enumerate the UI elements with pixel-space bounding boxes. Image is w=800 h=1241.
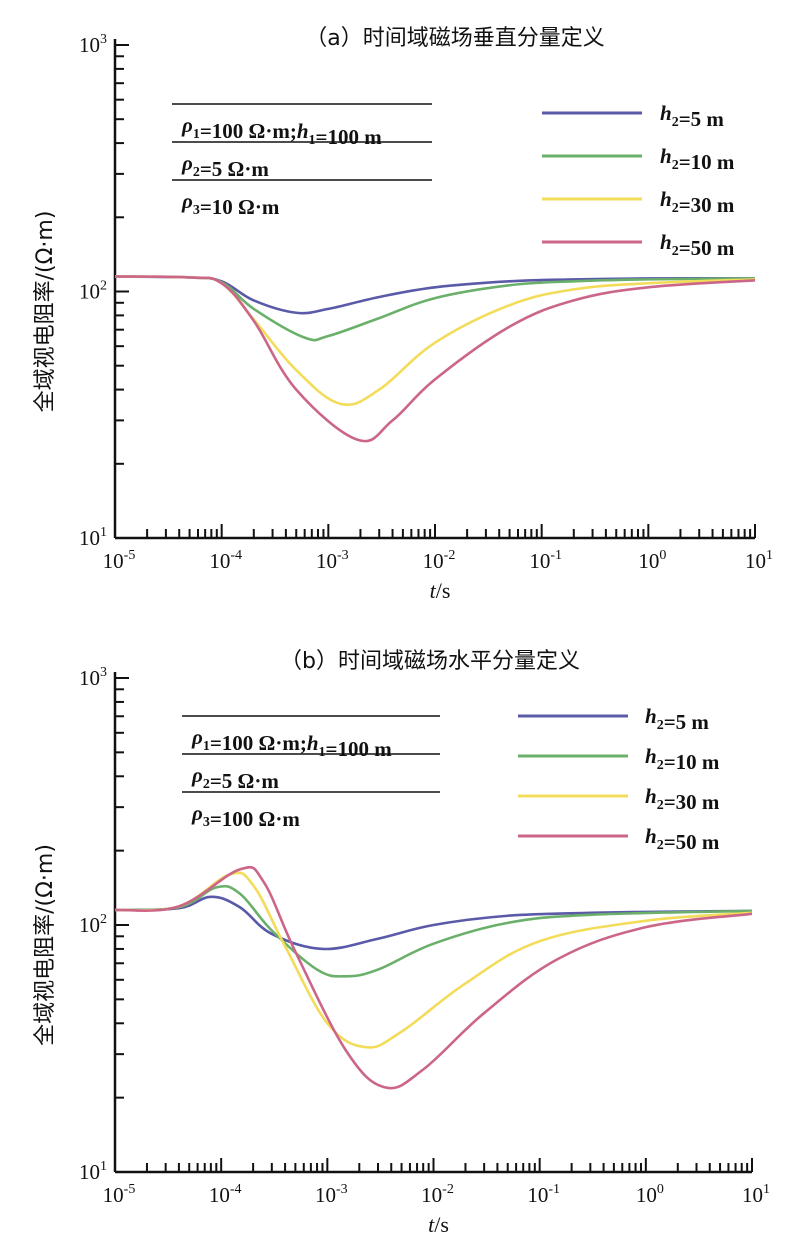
series-line bbox=[114, 884, 753, 978]
series-line bbox=[114, 865, 753, 1090]
y-tick-label: 102 bbox=[79, 279, 107, 304]
y-tick-label: 103 bbox=[79, 32, 107, 57]
param-text: ρ2=5 Ω·m bbox=[191, 763, 279, 793]
x-tick-label: 101 bbox=[745, 548, 773, 573]
legend-label: h2=5 m bbox=[660, 101, 724, 131]
x-axis-label: t/s bbox=[428, 1212, 449, 1237]
x-tick-label: 100 bbox=[638, 548, 666, 573]
series-line bbox=[114, 871, 753, 1049]
chart-panel-a: （a）时间域磁场垂直分量定义 101 102 103 10-5 10-4 10-3 10-2 1… bbox=[33, 26, 773, 603]
x-tick-label: 10-5 bbox=[103, 548, 136, 573]
param-text: ρ2=5 Ω·m bbox=[181, 151, 269, 181]
legend-label: h2=30 m bbox=[660, 187, 735, 217]
x-tick-label: 10-4 bbox=[209, 548, 242, 573]
y-tick-label: 101 bbox=[79, 525, 107, 550]
y-tick-label: 103 bbox=[79, 665, 107, 690]
x-tick-label: 10-3 bbox=[316, 548, 349, 573]
legend-label: h2=50 m bbox=[645, 824, 720, 854]
series-line bbox=[114, 275, 756, 443]
chart-title: （a）时间域磁场垂直分量定义 bbox=[305, 26, 604, 51]
x-axis-label: t/s bbox=[430, 578, 451, 603]
y-axis-label: 全域视电阻率/(Ω·m) bbox=[33, 844, 58, 1046]
legend-label: h2=30 m bbox=[645, 784, 720, 814]
legend-label: h2=10 m bbox=[660, 144, 735, 174]
legend-label: h2=10 m bbox=[645, 744, 720, 774]
x-tick-label: 10-1 bbox=[529, 548, 562, 573]
x-tick-label: 10-3 bbox=[315, 1182, 348, 1207]
x-tick-label: 10-5 bbox=[103, 1182, 136, 1207]
x-tick-label: 10-2 bbox=[421, 1182, 454, 1207]
x-tick-label: 100 bbox=[636, 1182, 664, 1207]
param-text: ρ3=10 Ω·m bbox=[181, 189, 280, 219]
param-text: ρ1=100 Ω·m;h1=100 m bbox=[181, 113, 382, 149]
param-text: ρ1=100 Ω·m;h1=100 m bbox=[191, 725, 392, 761]
legend-label: h2=50 m bbox=[660, 230, 735, 260]
x-tick-label: 101 bbox=[742, 1182, 770, 1207]
param-text: ρ3=100 Ω·m bbox=[191, 801, 300, 831]
x-tick-label: 10-1 bbox=[527, 1182, 560, 1207]
y-tick-label: 101 bbox=[79, 1159, 107, 1184]
chart-title: （b）时间域磁场水平分量定义 bbox=[280, 649, 580, 674]
legend-label: h2=5 m bbox=[645, 704, 709, 734]
chart-panel-b: （b）时间域磁场水平分量定义 101 102 103 10-5 10-4 10-3 10-2 1… bbox=[33, 649, 770, 1237]
series-line bbox=[114, 275, 756, 407]
x-tick-label: 10-4 bbox=[209, 1182, 242, 1207]
series-line bbox=[114, 895, 753, 951]
y-tick-label: 102 bbox=[79, 912, 107, 937]
x-tick-label: 10-2 bbox=[423, 548, 456, 573]
y-axis-label: 全域视电阻率/(Ω·m) bbox=[33, 211, 58, 413]
